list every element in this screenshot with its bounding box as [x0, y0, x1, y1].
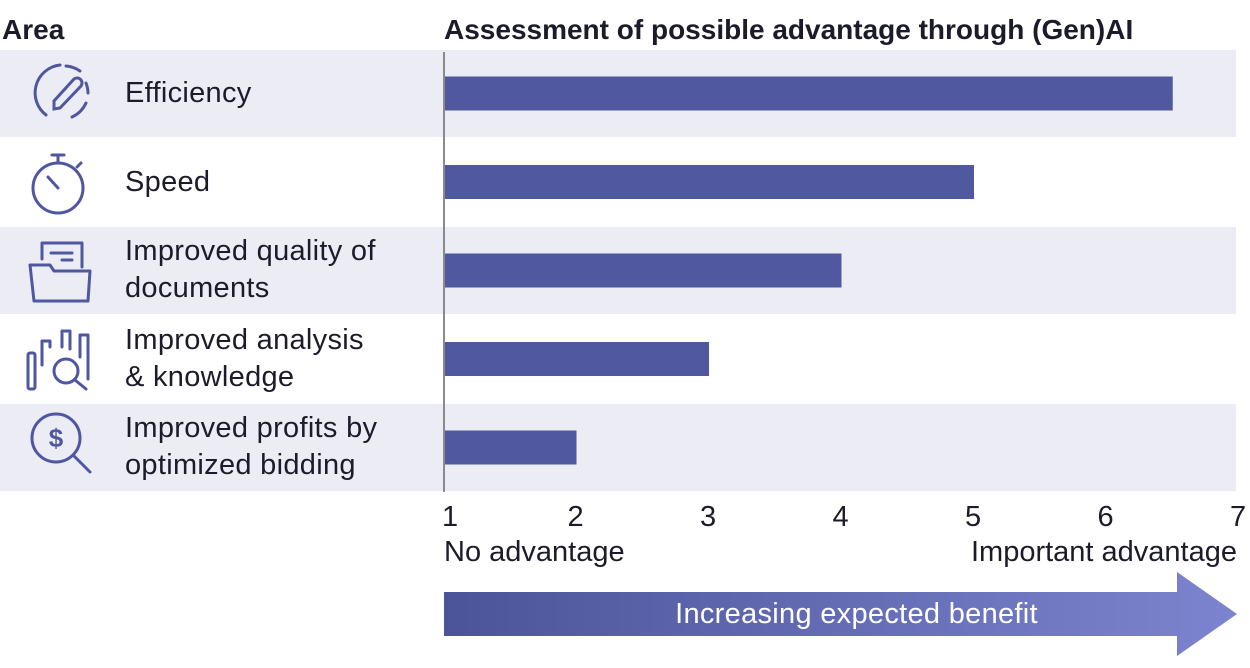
bar-improved-analysis-knowledge — [444, 342, 709, 376]
bar-improved-profits-by-optimized-bidding — [444, 430, 577, 465]
x-tick-label: 4 — [832, 501, 849, 533]
analysis-magnifier-icon — [26, 329, 90, 391]
x-tick-label: 5 — [965, 501, 982, 533]
x-low-label: No advantage — [444, 536, 625, 568]
bar-speed — [444, 165, 974, 199]
row-label-analysis: Improved analysis & knowledge — [125, 324, 364, 393]
x-tick-label: 2 — [567, 501, 584, 533]
stopwatch-icon — [31, 153, 85, 215]
benefit-arrow — [444, 572, 1237, 656]
row-band — [0, 404, 1236, 491]
bar-improved-quality-of-documents — [444, 253, 842, 288]
row-label-speed: Speed — [125, 165, 211, 198]
svg-text:$: $ — [49, 423, 64, 453]
bar-efficiency — [444, 76, 1173, 111]
row-label-quality: Improved quality of documents — [125, 235, 376, 304]
dollar-magnifier-icon: $ — [30, 412, 92, 474]
area-column-title: Area — [2, 14, 65, 45]
benefit-arrow-label: Increasing expected benefit — [675, 598, 1038, 630]
assessment-column-title: Assessment of possible advantage through… — [444, 14, 1134, 45]
folder-document-icon — [28, 241, 92, 303]
row-label-efficiency: Efficiency — [125, 76, 252, 109]
x-tick-label: 7 — [1230, 501, 1247, 533]
row-label-profits: Improved profits by optimized bidding — [125, 412, 378, 481]
x-high-label: Important advantage — [970, 536, 1237, 568]
x-tick-label: 6 — [1097, 501, 1114, 533]
gauge-icon — [33, 63, 90, 119]
x-tick-label: 3 — [700, 501, 717, 533]
x-tick-label: 1 — [442, 501, 459, 533]
